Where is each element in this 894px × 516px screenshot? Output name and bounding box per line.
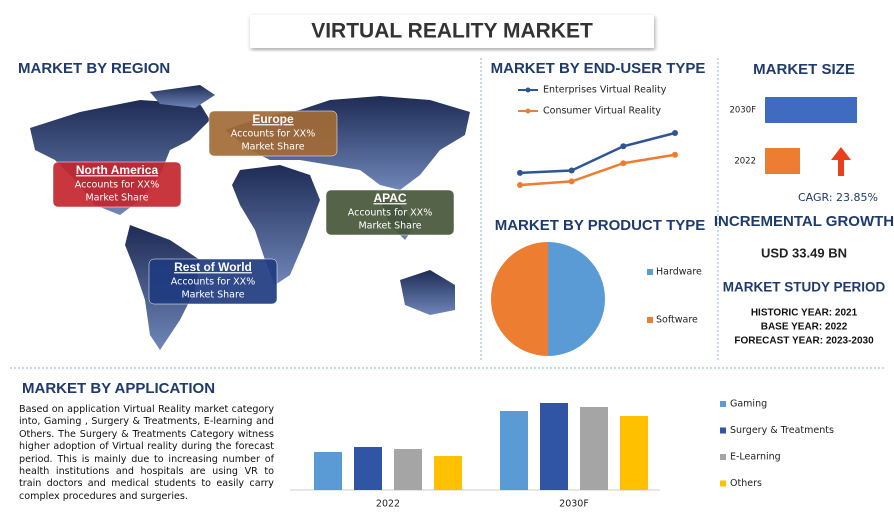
study-line: BASE YEAR: 2022 <box>761 322 848 333</box>
legend-swatch <box>647 317 653 323</box>
y-tick-label: 2030F <box>729 106 756 116</box>
bar <box>354 447 382 490</box>
title: VIRTUAL REALITY MARKET <box>311 20 593 43</box>
legend-swatch <box>720 454 726 460</box>
point <box>672 151 678 158</box>
region-box <box>325 189 455 236</box>
chart-title: MARKET SIZE <box>753 61 855 78</box>
series-line <box>519 131 676 175</box>
growth-arrow <box>831 147 851 176</box>
region-text: Accounts for XX% <box>75 180 159 191</box>
application-text: Based on application Virtual Reality mar… <box>19 404 274 502</box>
bar <box>314 452 342 490</box>
region-box <box>208 110 338 157</box>
region-box <box>52 161 182 208</box>
chart-title: MARKET BY END-USER TYPE <box>491 60 706 77</box>
study-line: HISTORIC YEAR: 2021 <box>751 308 858 319</box>
bar <box>580 407 608 490</box>
region-name: Europe <box>252 112 294 126</box>
region-name: North America <box>76 163 159 177</box>
chart-title: MARKET BY PRODUCT TYPE <box>495 217 706 234</box>
legend-swatch <box>720 480 726 487</box>
study-line: FORECAST YEAR: 2023-2030 <box>734 336 874 347</box>
legend-swatch <box>720 401 726 407</box>
legend-marker <box>525 87 531 93</box>
region-text: Accounts for XX% <box>348 208 432 219</box>
point <box>620 143 627 150</box>
bar <box>394 449 422 490</box>
legend-swatch <box>720 427 726 434</box>
chart-title: MARKET BY APPLICATION <box>22 380 215 397</box>
incremental-value: USD 33.49 BN <box>761 245 847 260</box>
title-box <box>250 15 654 48</box>
point <box>672 130 678 136</box>
legend-label: Enterprises Virtual Reality <box>543 85 667 96</box>
bar <box>620 416 648 490</box>
incremental-heading: INCREMENTAL GROWTH <box>714 213 894 230</box>
legend-label: Hardware <box>656 267 702 278</box>
series-line <box>519 153 676 187</box>
x-tick-label: 2022 <box>376 499 400 510</box>
study-heading: MARKET STUDY PERIOD <box>723 280 886 295</box>
region-text: Accounts for XX% <box>171 277 255 288</box>
legend-label: Others <box>730 478 762 489</box>
legend-label: Software <box>656 315 698 326</box>
annotation: CAGR: 23.85% <box>798 191 878 204</box>
legend-swatch <box>647 269 653 275</box>
region-name: APAC <box>373 191 406 205</box>
x-tick-label: 2030F <box>559 499 589 510</box>
region-heading: MARKET BY REGION <box>18 60 170 77</box>
bar <box>765 97 857 123</box>
point <box>517 182 523 188</box>
point <box>568 178 575 185</box>
bar <box>434 456 462 490</box>
region-text: Market Share <box>358 221 421 232</box>
pie-slice <box>491 242 548 356</box>
bar <box>765 148 800 174</box>
y-tick-label: 2022 <box>734 157 756 167</box>
region-text: Market Share <box>85 193 148 204</box>
legend-marker <box>525 108 531 114</box>
point <box>620 160 627 167</box>
bar <box>500 411 528 490</box>
legend-label: E-Learning <box>730 452 781 463</box>
region-text: Market Share <box>241 142 304 153</box>
legend-label: Consumer Virtual Reality <box>543 106 661 117</box>
legend-label: Gaming <box>730 399 767 410</box>
region-box <box>148 258 278 305</box>
legend-label: Surgery & Treatments <box>730 425 834 436</box>
bar <box>540 403 568 490</box>
point <box>568 167 575 174</box>
region-name: Rest of World <box>174 260 252 274</box>
pie-slice <box>548 242 605 356</box>
region-text: Accounts for XX% <box>231 129 315 140</box>
point <box>517 169 523 176</box>
region-text: Market Share <box>181 290 244 301</box>
